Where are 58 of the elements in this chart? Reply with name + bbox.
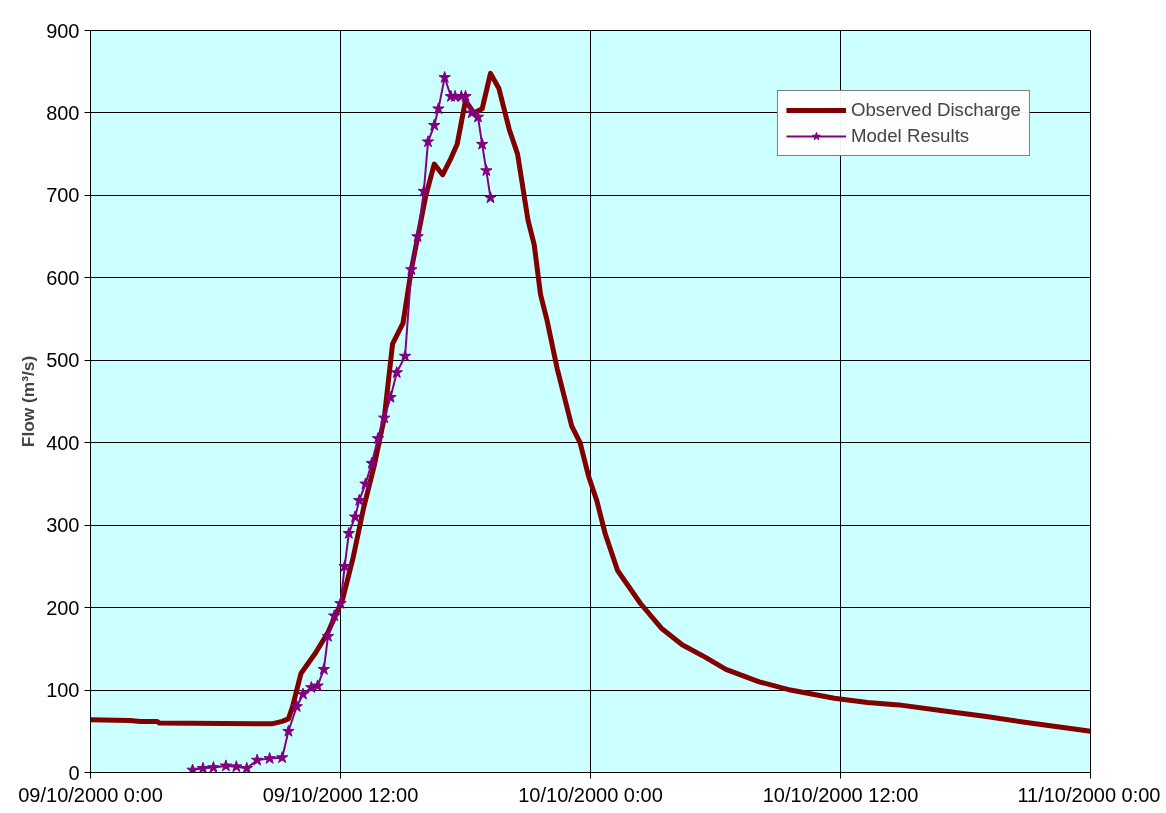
point (348, 510, 362, 523)
y-tick-label: 200 (46, 596, 80, 619)
point (411, 230, 424, 242)
point (484, 191, 497, 204)
point (475, 137, 489, 150)
x-tick-label: 10/10/2000 12:00 (762, 783, 919, 806)
legend-label: Model Results (850, 125, 970, 147)
point (311, 679, 324, 692)
point (438, 70, 451, 83)
y-tick-label: 300 (46, 514, 80, 537)
point (428, 118, 441, 131)
point (432, 102, 445, 115)
x-tick-label: 09/10/2000 0:00 (18, 783, 163, 806)
point (359, 477, 372, 490)
point (240, 761, 253, 773)
point (186, 763, 199, 773)
point (275, 751, 289, 764)
point (219, 759, 233, 772)
point (365, 456, 378, 469)
point (353, 493, 366, 506)
point (471, 110, 485, 123)
point (338, 559, 351, 572)
y-axis-title: Flow (m³/s) (18, 355, 39, 448)
point (378, 411, 391, 424)
point (480, 164, 493, 177)
point (230, 760, 243, 773)
y-tick-label: 0 (68, 761, 80, 784)
y-tick-label: 900 (46, 19, 80, 42)
point (417, 184, 431, 197)
point (390, 366, 403, 378)
point (334, 596, 347, 609)
x-tick-label: 10/10/2000 0:00 (518, 783, 663, 806)
point (398, 349, 412, 362)
y-tick-label: 600 (46, 266, 80, 289)
point (342, 526, 356, 539)
x-tick-label: 09/10/2000 12:00 (262, 783, 419, 806)
point (459, 89, 472, 102)
y-tick-label: 100 (46, 679, 80, 702)
point (290, 700, 303, 712)
point (317, 662, 331, 675)
x-tick-label: 11/10/2000 0:00 (1017, 783, 1161, 806)
y-tick-label: 700 (46, 184, 80, 207)
point (371, 432, 385, 444)
point (405, 263, 418, 275)
point (196, 761, 210, 773)
y-tick-label: 500 (46, 349, 80, 372)
point (282, 724, 295, 737)
legend-label: Observed Discharge (850, 99, 1021, 121)
point (421, 135, 435, 148)
y-tick-label: 800 (46, 101, 80, 124)
point (263, 751, 276, 764)
point (207, 761, 220, 773)
point (384, 390, 397, 403)
point (250, 753, 264, 766)
point (328, 609, 341, 622)
point (296, 687, 310, 700)
y-tick-label: 400 (46, 431, 80, 454)
point (321, 629, 335, 642)
